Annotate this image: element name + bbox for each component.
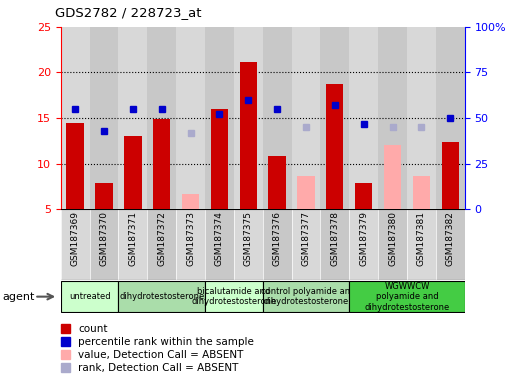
- Bar: [262, 209, 291, 280]
- Bar: [291, 209, 320, 280]
- FancyBboxPatch shape: [118, 281, 205, 312]
- Bar: [182, 194, 199, 209]
- Text: GSM187381: GSM187381: [417, 212, 426, 266]
- Bar: [407, 209, 436, 280]
- Bar: [205, 27, 234, 209]
- Bar: [378, 209, 407, 280]
- Text: WGWWCW
polyamide and
dihydrotestosterone: WGWWCW polyamide and dihydrotestosterone: [364, 282, 449, 311]
- Text: agent: agent: [3, 291, 35, 302]
- FancyBboxPatch shape: [61, 281, 118, 312]
- Text: untreated: untreated: [69, 292, 110, 301]
- Bar: [436, 27, 465, 209]
- Bar: [153, 119, 171, 209]
- Bar: [320, 27, 349, 209]
- Bar: [147, 27, 176, 209]
- Text: GSM187382: GSM187382: [446, 212, 455, 266]
- Text: GSM187377: GSM187377: [301, 212, 310, 266]
- Text: dihydrotestosterone: dihydrotestosterone: [119, 292, 204, 301]
- Bar: [234, 27, 262, 209]
- Bar: [384, 146, 401, 209]
- Bar: [61, 209, 90, 280]
- Bar: [413, 177, 430, 209]
- Bar: [355, 183, 372, 209]
- Bar: [268, 156, 286, 209]
- Bar: [234, 209, 263, 280]
- Bar: [349, 209, 378, 280]
- Bar: [176, 27, 205, 209]
- Text: bicalutamide and
dihydrotestosterone: bicalutamide and dihydrotestosterone: [191, 287, 277, 306]
- Text: control polyamide an
dihydrotestosterone: control polyamide an dihydrotestosterone: [261, 287, 351, 306]
- Bar: [67, 122, 84, 209]
- FancyBboxPatch shape: [205, 281, 262, 312]
- Bar: [61, 27, 90, 209]
- Bar: [291, 27, 320, 209]
- Bar: [176, 209, 205, 280]
- Bar: [90, 27, 118, 209]
- Text: GSM187380: GSM187380: [388, 212, 397, 266]
- Bar: [262, 27, 291, 209]
- Bar: [320, 209, 349, 280]
- Bar: [118, 27, 147, 209]
- Bar: [96, 183, 112, 209]
- Text: GSM187369: GSM187369: [71, 212, 80, 266]
- Bar: [205, 209, 234, 280]
- Text: GSM187376: GSM187376: [272, 212, 281, 266]
- Text: GSM187374: GSM187374: [215, 212, 224, 266]
- Bar: [436, 209, 465, 280]
- Bar: [349, 27, 378, 209]
- FancyBboxPatch shape: [262, 281, 349, 312]
- Bar: [240, 63, 257, 209]
- Text: GSM187372: GSM187372: [157, 212, 166, 266]
- Bar: [297, 177, 315, 209]
- Bar: [211, 109, 228, 209]
- Bar: [124, 136, 142, 209]
- Bar: [90, 209, 118, 280]
- FancyBboxPatch shape: [349, 281, 465, 312]
- Bar: [378, 27, 407, 209]
- Bar: [441, 142, 459, 209]
- Text: GSM187379: GSM187379: [359, 212, 368, 266]
- Text: GSM187378: GSM187378: [331, 212, 340, 266]
- Legend: count, percentile rank within the sample, value, Detection Call = ABSENT, rank, : count, percentile rank within the sample…: [61, 324, 254, 373]
- Text: GSM187371: GSM187371: [128, 212, 137, 266]
- Bar: [118, 209, 147, 280]
- Text: GSM187375: GSM187375: [244, 212, 253, 266]
- Bar: [407, 27, 436, 209]
- Bar: [326, 84, 343, 209]
- Text: GSM187373: GSM187373: [186, 212, 195, 266]
- Bar: [147, 209, 176, 280]
- Text: GSM187370: GSM187370: [99, 212, 108, 266]
- Text: GDS2782 / 228723_at: GDS2782 / 228723_at: [55, 6, 202, 19]
